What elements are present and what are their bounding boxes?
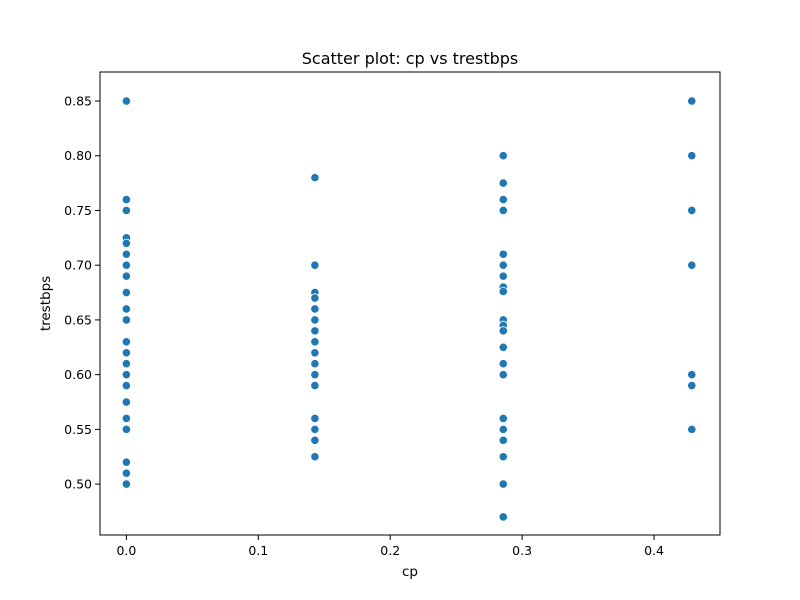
data-point xyxy=(498,479,508,489)
data-point xyxy=(121,348,131,358)
y-tick-label: 0.75 xyxy=(64,203,92,218)
data-point xyxy=(121,194,131,205)
data-point xyxy=(310,359,320,369)
data-point xyxy=(310,452,320,462)
data-point xyxy=(121,397,131,407)
data-point xyxy=(687,370,697,380)
y-tick-label: 0.85 xyxy=(64,94,92,109)
data-point xyxy=(121,413,131,424)
plot-area-frame xyxy=(99,71,721,536)
data-point xyxy=(498,424,508,434)
x-tick-label: 0.1 xyxy=(248,543,268,558)
y-axis-label: trestbps xyxy=(38,276,54,331)
data-point xyxy=(310,337,320,347)
data-point xyxy=(310,260,320,270)
data-point xyxy=(498,271,508,281)
data-point xyxy=(121,271,131,281)
chart-title: Scatter plot: cp vs trestbps xyxy=(302,49,518,68)
data-point xyxy=(310,304,320,314)
data-point xyxy=(121,205,131,216)
data-point xyxy=(687,260,697,270)
y-tick-label: 0.50 xyxy=(64,477,92,492)
x-tick-label: 0.4 xyxy=(644,543,664,558)
data-point xyxy=(121,370,131,380)
data-point xyxy=(121,337,131,347)
data-point xyxy=(121,304,131,314)
data-point xyxy=(687,424,697,434)
data-point xyxy=(498,413,508,424)
data-point xyxy=(310,315,320,325)
data-point xyxy=(121,96,131,106)
y-tick-label: 0.80 xyxy=(64,148,92,163)
data-point xyxy=(498,286,508,297)
x-tick-label: 0.2 xyxy=(380,543,400,558)
data-point xyxy=(121,238,131,248)
data-point xyxy=(310,424,320,434)
data-point xyxy=(310,293,320,303)
data-point xyxy=(121,424,131,434)
data-point xyxy=(310,413,320,424)
data-point xyxy=(498,151,508,161)
data-point xyxy=(121,359,131,369)
y-axis: 0.50 0.55 0.60 0.65 0.70 0.75 0.80 0.85 xyxy=(64,94,100,492)
data-point xyxy=(498,326,508,336)
data-point xyxy=(498,178,508,188)
data-point xyxy=(310,380,320,391)
data-point xyxy=(121,287,131,298)
data-point xyxy=(121,315,131,325)
data-point xyxy=(687,96,697,106)
data-point xyxy=(498,512,508,522)
data-point xyxy=(310,348,320,358)
data-point xyxy=(310,173,320,183)
data-point xyxy=(498,452,508,462)
data-point xyxy=(121,457,131,467)
x-tick-label: 0.0 xyxy=(116,543,136,558)
y-tick-label: 0.55 xyxy=(64,422,92,437)
y-tick-label: 0.60 xyxy=(64,367,92,382)
x-tick-label: 0.3 xyxy=(512,543,532,558)
points-layer xyxy=(121,96,697,522)
data-point xyxy=(121,249,131,259)
data-point xyxy=(498,370,508,380)
data-point xyxy=(687,205,697,216)
data-point xyxy=(310,370,320,380)
x-axis-label: cp xyxy=(402,564,418,580)
data-point xyxy=(310,435,320,445)
data-point xyxy=(498,205,508,216)
data-point xyxy=(121,380,131,391)
data-point xyxy=(498,342,508,352)
data-point xyxy=(121,468,131,478)
data-point xyxy=(498,249,508,259)
y-tick-label: 0.65 xyxy=(64,312,92,327)
data-point xyxy=(687,151,697,161)
data-point xyxy=(121,260,131,270)
data-point xyxy=(498,435,508,445)
y-tick-label: 0.70 xyxy=(64,258,92,273)
data-point xyxy=(498,359,508,369)
data-point xyxy=(121,479,131,489)
data-point xyxy=(498,194,508,205)
data-point xyxy=(687,380,697,391)
x-axis: 0.0 0.1 0.2 0.3 0.4 xyxy=(116,535,664,558)
data-point xyxy=(310,326,320,336)
data-point xyxy=(498,260,508,270)
